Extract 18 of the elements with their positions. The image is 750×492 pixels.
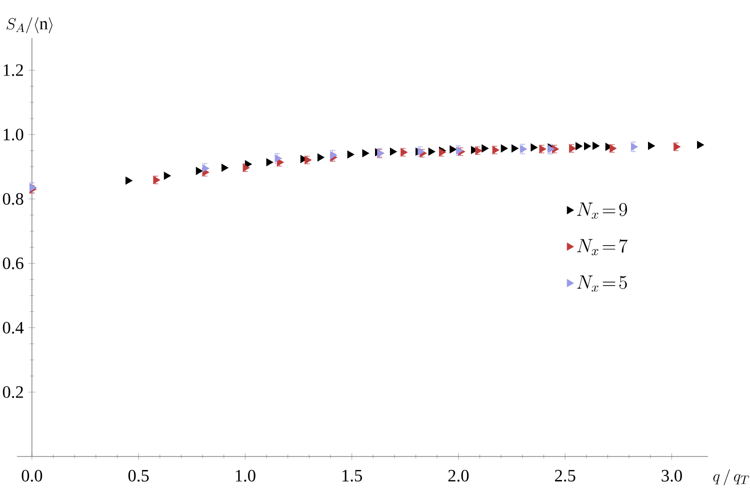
y-tick-label: 0.6 [2, 257, 24, 270]
x-tick-label: 0.5 [128, 470, 149, 482]
x-tick-label: 3.0 [662, 470, 682, 482]
x-tick-label: 2.5 [555, 470, 576, 482]
legend-label: $N_x\!=\!9$ [577, 202, 628, 219]
y-tick-label: 0.4 [2, 322, 24, 334]
x-tick-label: 1.0 [236, 470, 256, 482]
y-axis-title: $S_A/\langle \mathrm{n}\rangle$ [6, 17, 52, 34]
x-axis-title: $q\,/\,q_T$ [713, 469, 749, 486]
legend-label: $N_x\!=\!7$ [577, 239, 628, 256]
y-tick-label: 0.2 [2, 386, 23, 398]
legend-label: $N_x\!=\!5$ [577, 276, 627, 292]
y-tick-label: 1.2 [4, 64, 23, 76]
x-tick-label: 1.5 [342, 470, 362, 482]
y-tick-label: 0.8 [2, 193, 24, 205]
x-tick-label: 0.0 [22, 470, 42, 482]
y-tick-label: 1.0 [4, 128, 24, 140]
x-tick-label: 2.0 [448, 470, 469, 482]
